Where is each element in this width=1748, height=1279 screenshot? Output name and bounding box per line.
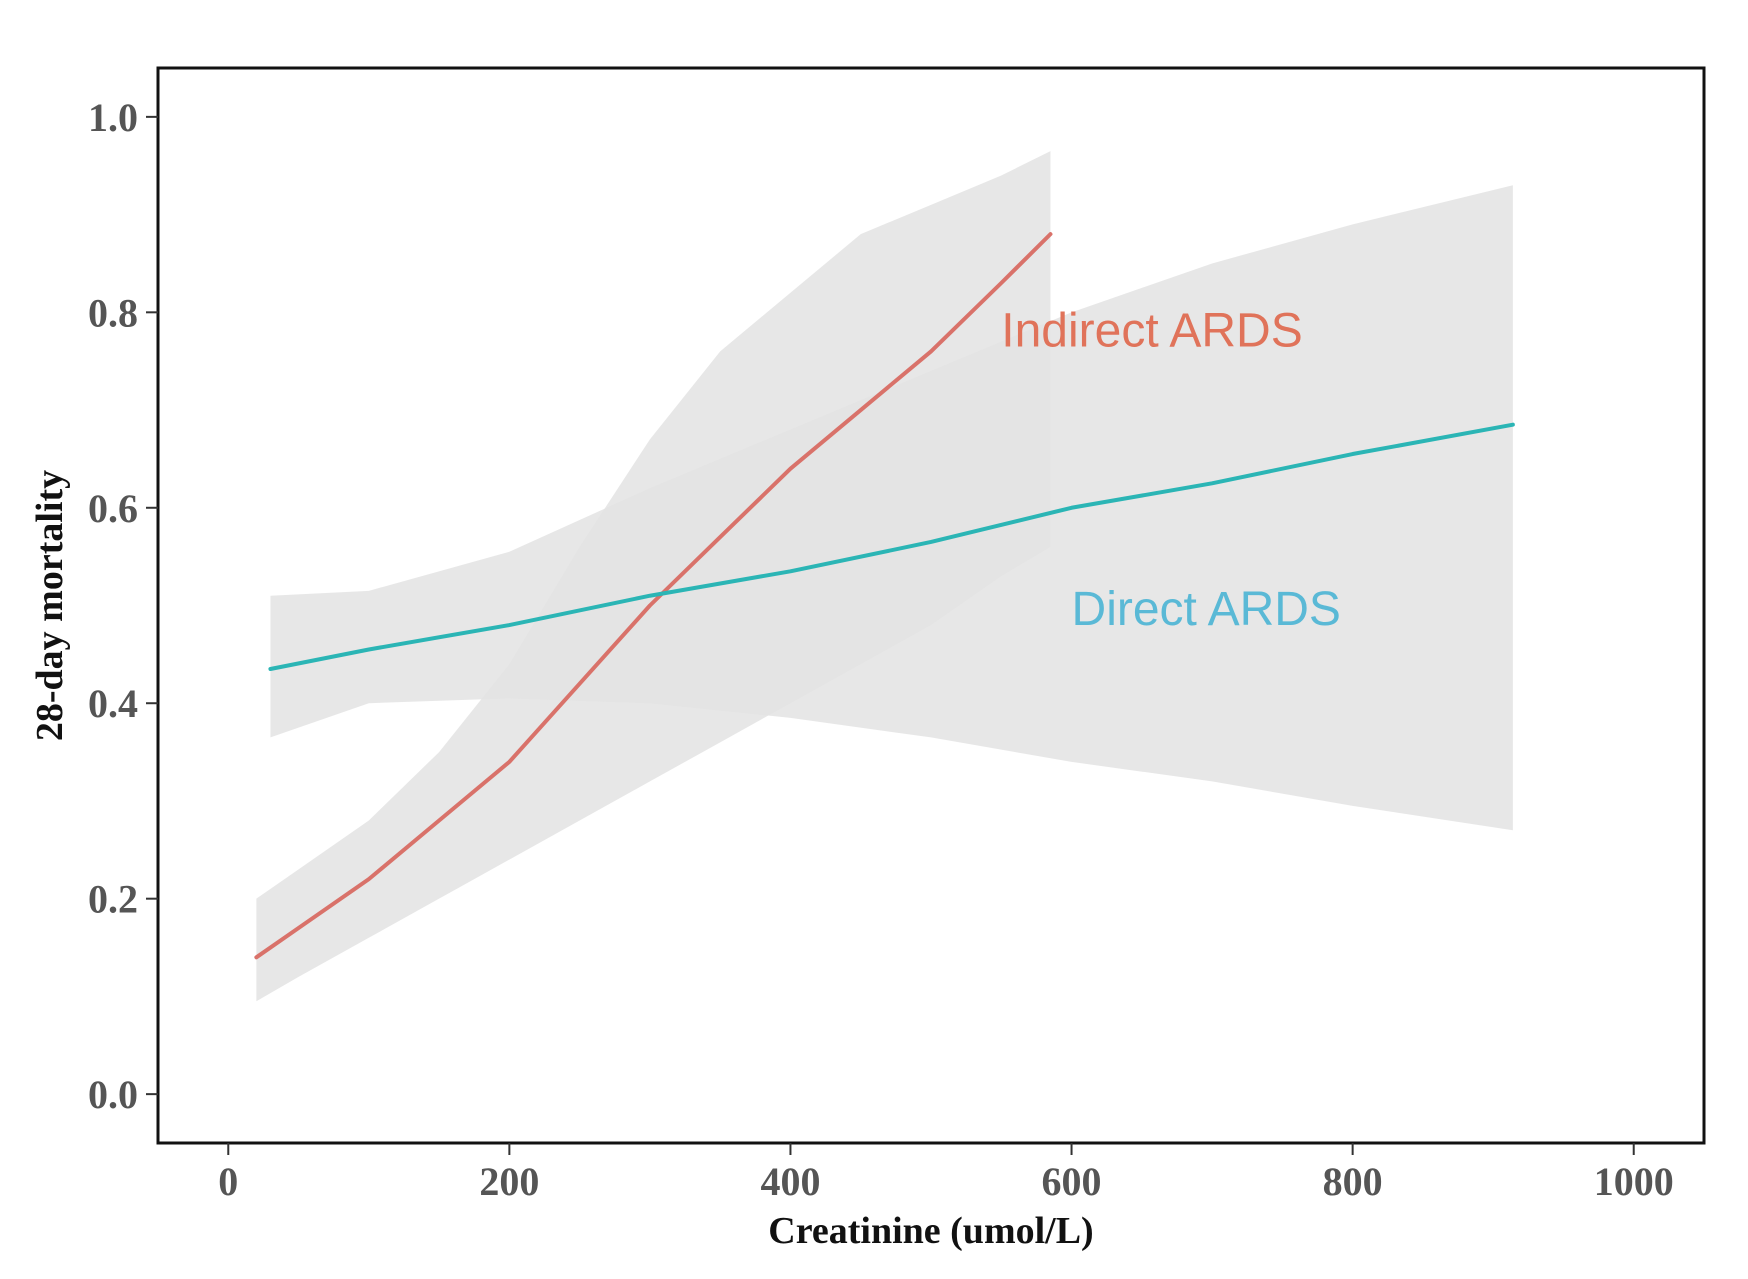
direct-ards-confidence-band (270, 185, 1513, 831)
x-tick-label: 600 (1042, 1159, 1102, 1204)
series-lines (254, 232, 1515, 960)
x-axis: 0 200 400 600 800 1000 (218, 1143, 1674, 1204)
y-tick-label: 0.0 (88, 1072, 138, 1117)
y-axis: 0.0 0.2 0.4 0.6 0.8 1.0 (88, 95, 158, 1117)
x-tick-label: 0 (218, 1159, 238, 1204)
x-tick-label: 400 (760, 1159, 820, 1204)
y-tick-label: 0.6 (88, 486, 138, 531)
y-tick-label: 0.8 (88, 290, 138, 335)
x-tick-label: 800 (1323, 1159, 1383, 1204)
y-tick-label: 0.4 (88, 681, 138, 726)
direct-ards-label: Direct ARDS (1072, 583, 1341, 636)
indirect-ards-line (254, 232, 1053, 960)
y-tick-label: 0.2 (88, 877, 138, 922)
y-axis-title: 28-day mortality (29, 470, 71, 741)
x-tick-label: 1000 (1594, 1159, 1674, 1204)
plot-frame (156, 66, 1706, 1145)
direct-ards-line (268, 422, 1515, 672)
annotations: Indirect ARDS Direct ARDS (1001, 305, 1341, 637)
confidence-bands (256, 151, 1513, 1002)
x-axis-title: Creatinine (umol/L) (768, 1210, 1093, 1252)
indirect-ards-label: Indirect ARDS (1001, 305, 1302, 358)
x-tick-label: 200 (479, 1159, 539, 1204)
y-tick-label: 1.0 (88, 95, 138, 140)
